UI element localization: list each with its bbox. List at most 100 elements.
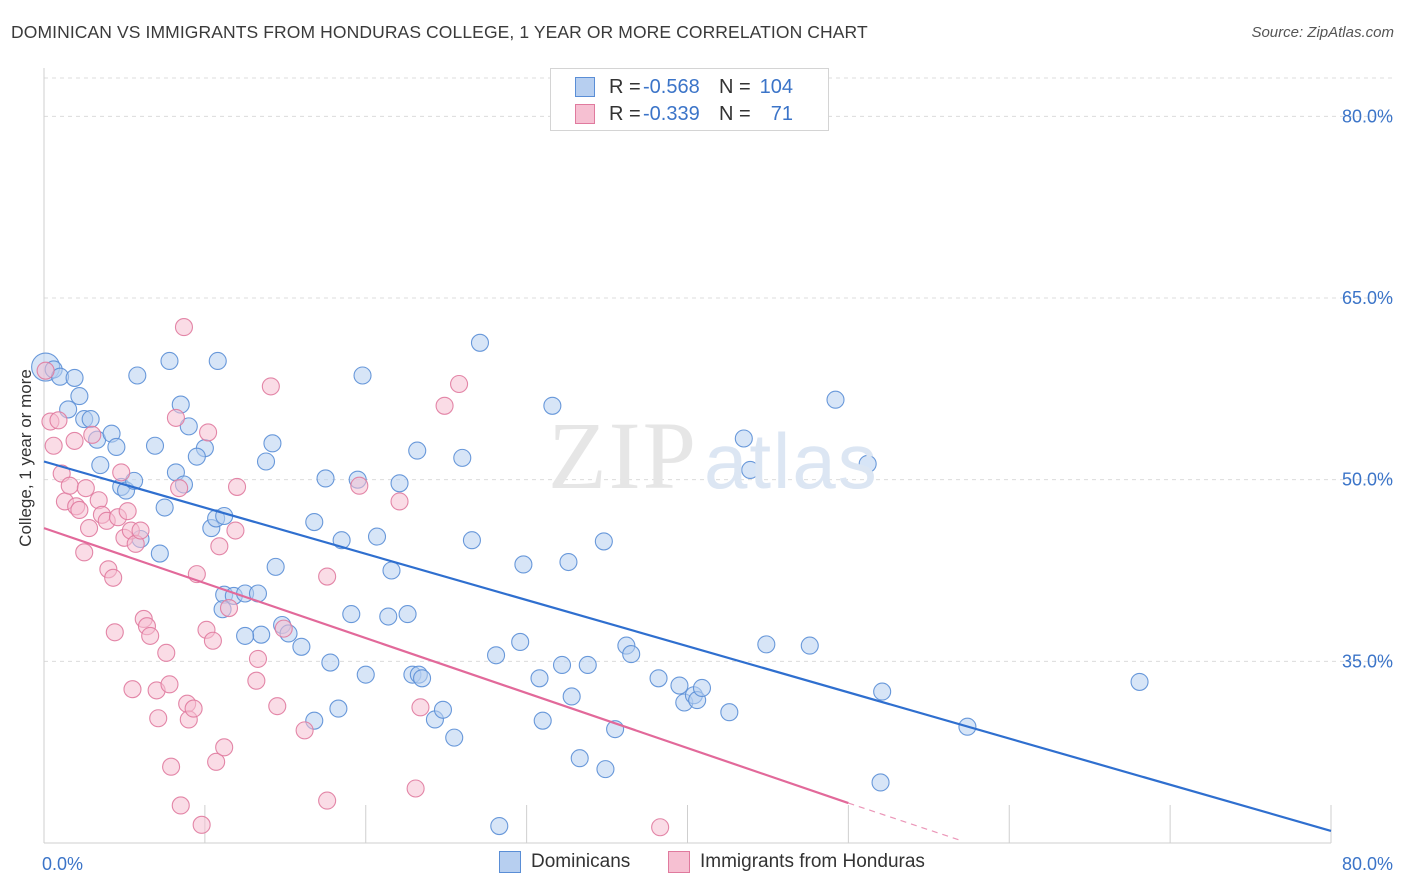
dominican-point (367, 527, 387, 546)
dominican-point (150, 544, 169, 563)
honduras-point (199, 423, 218, 442)
honduras-point (210, 537, 229, 556)
dominican-point (305, 513, 324, 532)
dominican-trend-line (43, 460, 1332, 832)
dominican-point (578, 655, 597, 675)
dominican-point (252, 625, 271, 644)
dominican-point (530, 669, 549, 688)
legend-swatch-dominicans (499, 851, 521, 873)
honduras-point (105, 623, 124, 642)
honduras-point (207, 752, 226, 771)
x-tick-label: 0.0% (42, 854, 83, 874)
y-axis-label: College, 1 year or more (16, 369, 35, 547)
dominican-point (256, 452, 276, 471)
honduras-point (318, 791, 337, 810)
dominican-point (873, 682, 892, 701)
honduras-point (131, 521, 150, 540)
dominican-point (511, 632, 530, 652)
dominican-point (490, 816, 509, 836)
dominican-point (552, 655, 572, 675)
dominican-point (408, 441, 427, 460)
honduras-trend-line (43, 527, 849, 805)
dominican-point (342, 605, 361, 624)
y-tick-label: 80.0% (1342, 106, 1393, 126)
honduras-point (411, 698, 430, 717)
dominican-point (160, 351, 179, 371)
honduras-point (162, 757, 181, 776)
dominican-point (413, 669, 432, 688)
dominican-point (692, 678, 712, 698)
honduras-point (318, 567, 337, 586)
dominican-point (236, 626, 255, 645)
dominican-point (487, 646, 506, 665)
dominican-point (398, 605, 417, 624)
dominican-point (594, 532, 613, 551)
dominican-point (543, 396, 562, 415)
honduras-point (65, 431, 84, 450)
honduras-point (226, 521, 245, 540)
dominican-point (107, 437, 126, 457)
dominican-point (329, 699, 348, 718)
dominican-point (858, 454, 877, 473)
dominican-point (757, 635, 776, 654)
honduras-point (166, 408, 185, 427)
honduras-point (83, 425, 102, 444)
honduras-point (248, 649, 268, 668)
legend-n-value: 71 (770, 102, 793, 125)
legend-row-honduras: R = -0.339 N = 71 (575, 102, 793, 126)
y-tick-label: 35.0% (1342, 651, 1393, 671)
honduras-point (435, 396, 454, 415)
dominican-point (81, 410, 100, 429)
dominican-point (433, 700, 453, 719)
source-label: Source: ZipAtlas.com (1251, 24, 1394, 41)
dominican-point (187, 447, 206, 466)
y-tick-label: 50.0% (1342, 470, 1393, 490)
dominican-point (65, 368, 84, 387)
dominican-point (562, 687, 581, 706)
dominican-point (514, 555, 533, 574)
honduras-point (141, 626, 160, 645)
honduras-point (118, 502, 137, 521)
x-tick-label: 80.0% (1342, 854, 1393, 874)
honduras-point (70, 500, 89, 519)
legend-n-value: 104 (759, 75, 793, 98)
honduras-point (651, 818, 670, 837)
dominican-point (871, 773, 890, 792)
legend-r-value: -0.339 (643, 102, 700, 125)
dominican-point (390, 474, 409, 493)
honduras-point (44, 436, 63, 455)
dominican-point (649, 669, 668, 688)
honduras-point (170, 479, 189, 498)
dominican-point (208, 351, 227, 371)
legend-swatch-honduras (668, 851, 690, 873)
legend-swatch-dominicans (575, 77, 595, 97)
series-legend: Dominicans Immigrants from Honduras (0, 851, 1406, 877)
honduras-point (76, 479, 95, 498)
dominican-point (321, 653, 340, 672)
honduras-point (295, 721, 314, 740)
dominican-point (741, 460, 760, 480)
dominican-point (470, 333, 490, 352)
dominican-point (70, 387, 89, 406)
legend-r-value: -0.568 (643, 75, 700, 98)
honduras-point (406, 779, 425, 798)
honduras-point (49, 411, 68, 430)
dominican-point (379, 607, 398, 626)
dominican-point (382, 561, 401, 580)
dominican-point (533, 711, 552, 730)
dominican-point (332, 531, 351, 550)
dominican-point (800, 636, 819, 655)
correlation-legend: R = -0.568 N = 104 R = -0.339 N = 71 (550, 68, 829, 131)
honduras-point (215, 738, 234, 757)
honduras-point (75, 543, 94, 562)
watermark: ZIPatlas (548, 402, 879, 509)
honduras-point (104, 568, 123, 587)
dominican-point (155, 498, 174, 517)
honduras-point (112, 463, 131, 482)
dominican-point (453, 448, 472, 467)
honduras-point (36, 361, 55, 380)
dominican-point (145, 436, 165, 455)
dominican-point (570, 749, 589, 768)
dominican-point (1130, 672, 1149, 691)
